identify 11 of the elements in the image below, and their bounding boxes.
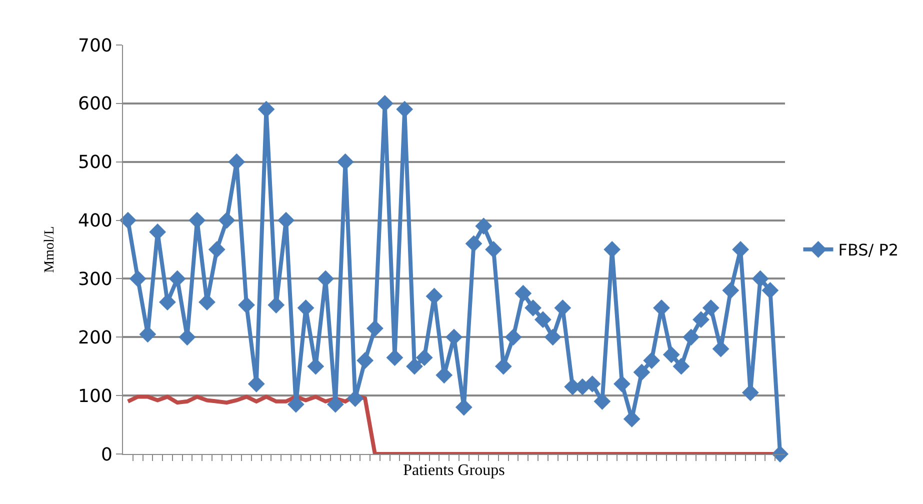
y-tick-label: 0 [100, 444, 112, 466]
y-tick-label: 200 [78, 327, 112, 348]
y-tick-label: 100 [78, 386, 112, 407]
y-tick-label: 400 [78, 210, 112, 232]
y-axis-title: Mmol/L [42, 226, 58, 273]
y-tick-label: 500 [78, 152, 112, 174]
y-tick-label: 600 [78, 94, 112, 115]
legend-label: FBS/ P2 [838, 240, 899, 260]
y-tick-label: 300 [78, 269, 112, 290]
y-tick-label: 700 [78, 35, 112, 56]
x-axis-title: Patients Groups [403, 462, 505, 479]
